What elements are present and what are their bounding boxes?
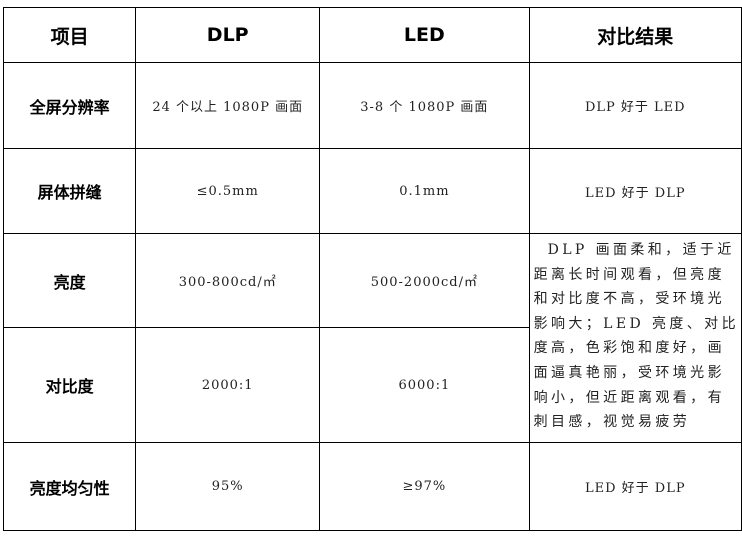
comparison-table: 项目 DLP LED 对比结果 全屏分辨率 24 个以上 1080P 画面 3-… — [2, 7, 742, 531]
led-value: 0.1mm — [319, 148, 530, 234]
result-value: LED 好于 DLP — [528, 148, 742, 234]
led-value: 500-2000cd/㎡ — [319, 233, 530, 328]
dlp-value: 2000:1 — [135, 327, 321, 443]
merged-result-text: DLP 画面柔和，适于近 距离长时间观看，但亮度 和对比度不高，受环境光 影响大… — [528, 233, 742, 443]
led-value: 6000:1 — [319, 327, 530, 443]
result-line: 刺目感，视觉易疲劳 — [533, 414, 691, 431]
row-label: 屏体拼缝 — [2, 148, 137, 234]
result-line: 距离长时间观看，但亮度 — [533, 266, 725, 283]
dlp-value: 24 个以上 1080P 画面 — [135, 62, 321, 149]
dlp-value: ≤0.5mm — [135, 148, 321, 234]
result-line: 度高，色彩饱和度好，画 — [533, 340, 725, 357]
table-row: 全屏分辨率 24 个以上 1080P 画面 3-8 个 1080P 画面 DLP… — [2, 62, 742, 149]
header-dlp: DLP — [135, 7, 321, 63]
result-value: LED 好于 DLP — [528, 442, 742, 531]
row-label: 亮度均匀性 — [2, 442, 137, 531]
result-line: 面逼真艳丽，受环境光影 — [533, 364, 725, 381]
dlp-value: 300-800cd/㎡ — [135, 233, 321, 328]
led-value: 3-8 个 1080P 画面 — [319, 62, 530, 149]
header-item: 项目 — [2, 7, 137, 63]
table-row: 屏体拼缝 ≤0.5mm 0.1mm LED 好于 DLP — [2, 148, 742, 234]
result-line: 响小，但近距离观看，有 — [533, 389, 725, 406]
row-label: 全屏分辨率 — [2, 62, 137, 149]
result-value: DLP 好于 LED — [528, 62, 742, 149]
result-line: 影响大；LED 亮度、对比 — [533, 315, 739, 332]
header-led: LED — [319, 7, 530, 63]
result-line: DLP 画面柔和，适于近 — [547, 242, 735, 258]
row-label: 亮度 — [2, 233, 137, 328]
table-row: 对比度 2000:1 6000:1 — [2, 327, 742, 443]
led-value: ≥97% — [319, 442, 530, 531]
dlp-value: 95% — [135, 442, 321, 531]
table-row: 亮度均匀性 95% ≥97% LED 好于 DLP — [2, 442, 742, 531]
table-row: 亮度 300-800cd/㎡ 500-2000cd/㎡ DLP 画面柔和，适于近… — [2, 233, 742, 443]
header-row: 项目 DLP LED 对比结果 — [2, 7, 742, 63]
row-label: 对比度 — [2, 327, 137, 443]
header-result: 对比结果 — [528, 7, 742, 63]
result-line: 和对比度不高，受环境光 — [533, 291, 725, 308]
